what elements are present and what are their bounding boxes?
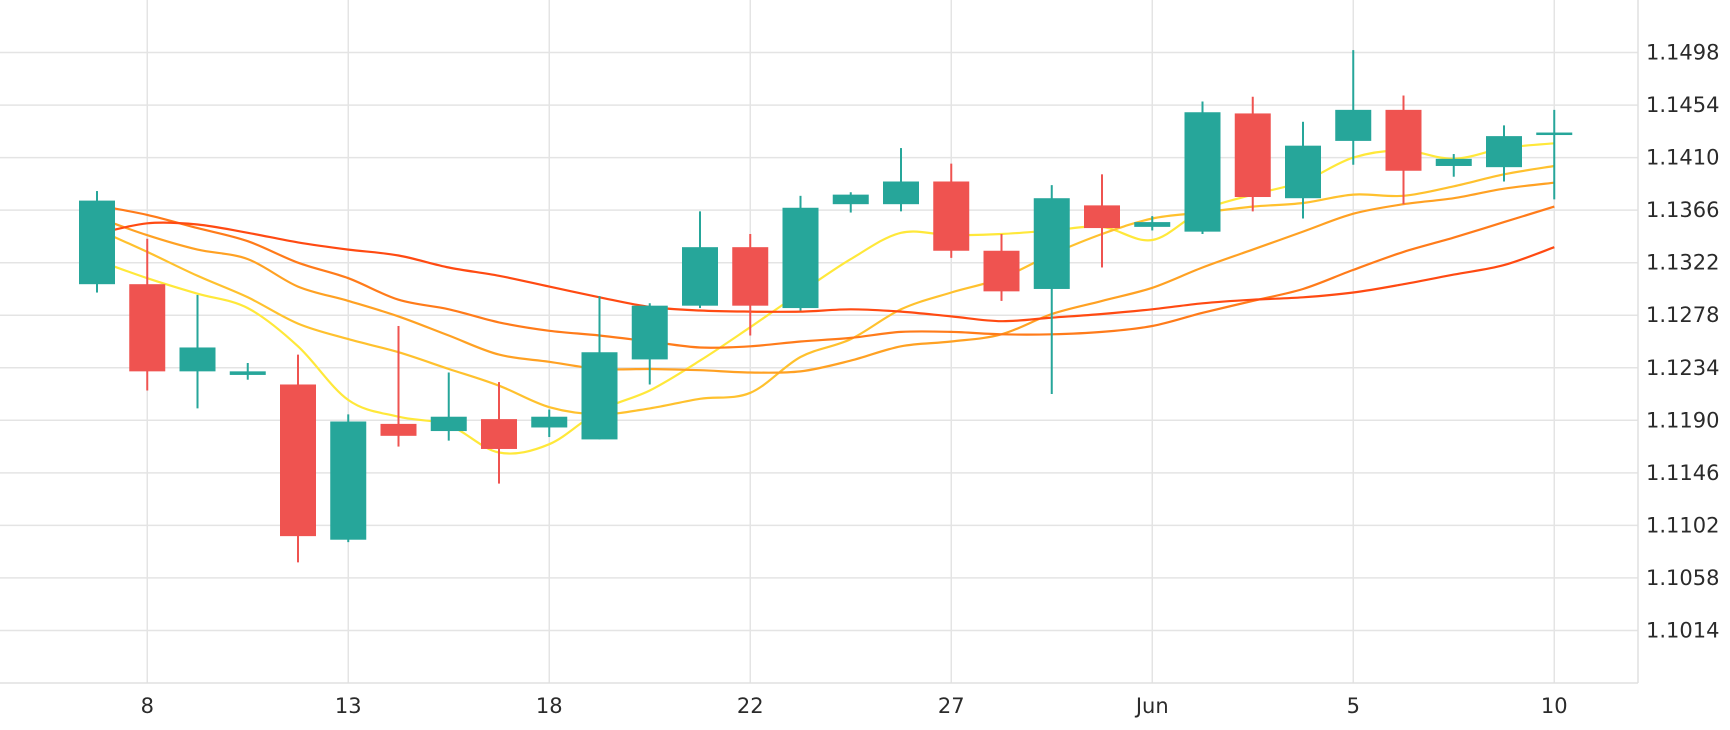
x-tick-label: 8 [141, 694, 154, 718]
candle [1134, 216, 1171, 231]
candle-body [430, 416, 467, 432]
candle [79, 191, 115, 293]
candle [1084, 174, 1120, 268]
candle-body [481, 419, 517, 449]
candle [1285, 121, 1321, 219]
candle [280, 354, 316, 563]
candle-body [1536, 132, 1573, 136]
candle-body [531, 416, 568, 428]
candle [631, 303, 668, 385]
candle [581, 296, 618, 440]
y-tick-label: 1.1454 [1646, 93, 1719, 117]
candle [179, 294, 216, 409]
candle-body [1385, 109, 1422, 171]
candle-body [883, 181, 919, 205]
candle-body [933, 181, 970, 251]
candle-body [179, 347, 216, 372]
candle [481, 382, 517, 484]
candle [1486, 125, 1522, 182]
y-tick-label: 1.1366 [1646, 198, 1719, 222]
candle-body [1134, 222, 1171, 227]
candle [782, 195, 819, 311]
candle [1033, 185, 1070, 395]
y-tick-label: 1.1498 [1646, 41, 1719, 65]
candle [933, 163, 970, 258]
candle-body [1234, 113, 1271, 198]
candle [983, 234, 1020, 301]
moving-average-line [96, 164, 1555, 416]
candle-body [682, 247, 718, 306]
x-axis: 8 13 18 22 27 Jun 5 10 [141, 694, 1568, 718]
candle-body [1033, 198, 1070, 289]
candle [1335, 50, 1372, 165]
y-tick-label: 1.1410 [1646, 146, 1719, 170]
candle-body [832, 194, 869, 205]
y-tick-label: 1.1234 [1646, 356, 1719, 380]
y-axis: 1.1014 1.1058 1.1102 1.1146 1.1190 1.1234 1.12… [1646, 41, 1719, 643]
candle-body [79, 200, 115, 285]
candle-body [229, 371, 266, 375]
candle-body [732, 247, 769, 306]
candle-body [581, 352, 618, 440]
candle [732, 234, 769, 336]
y-tick-label: 1.1014 [1646, 618, 1719, 642]
candle-body [280, 384, 316, 537]
candle-body [1486, 136, 1522, 168]
moving-average-line [96, 221, 1555, 323]
candle [832, 192, 869, 213]
candle-body [631, 305, 668, 360]
y-tick-label: 1.1322 [1646, 251, 1719, 275]
candle-body [1184, 112, 1221, 232]
y-tick-label: 1.1058 [1646, 566, 1719, 590]
candle [1385, 95, 1422, 205]
grid-layer [0, 0, 1639, 684]
candle [129, 238, 166, 391]
candle-body [782, 207, 819, 309]
x-tick-label: 5 [1347, 694, 1360, 718]
y-tick-label: 1.1190 [1646, 408, 1719, 432]
candle [1536, 109, 1573, 200]
candle [531, 409, 568, 438]
x-tick-label: 27 [938, 694, 965, 718]
x-tick-label: 10 [1541, 694, 1568, 718]
x-tick-label: Jun [1134, 694, 1169, 718]
candle-body [1435, 158, 1472, 166]
x-tick-label: 13 [335, 694, 362, 718]
y-tick-label: 1.1278 [1646, 303, 1719, 327]
candle [229, 362, 266, 380]
candle-body [1084, 205, 1120, 229]
y-tick-label: 1.1146 [1646, 461, 1719, 485]
candle [1234, 96, 1271, 212]
x-tick-label: 18 [536, 694, 563, 718]
candle [330, 414, 367, 543]
candle-body [983, 250, 1020, 292]
candle [380, 325, 417, 447]
candle-body [380, 423, 417, 436]
candle [430, 372, 467, 441]
moving-average-line [96, 204, 1555, 349]
moving-average-line [96, 181, 1555, 374]
candle-body [129, 284, 166, 372]
candle [883, 148, 919, 212]
candle-body [1335, 109, 1372, 141]
candle [1184, 101, 1221, 235]
x-tick-label: 22 [737, 694, 764, 718]
candle [682, 211, 718, 309]
candle-body [1285, 145, 1321, 199]
y-tick-label: 1.1102 [1646, 513, 1719, 537]
candle-body [330, 421, 367, 540]
candles-layer [79, 50, 1573, 563]
candle [1435, 154, 1472, 177]
